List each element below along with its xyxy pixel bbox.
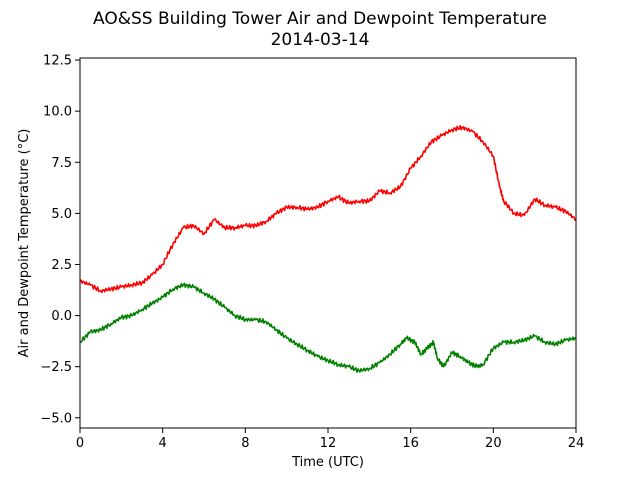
chart-subtitle: 2014-03-14 — [271, 30, 370, 50]
x-tick-label: 8 — [241, 436, 249, 451]
x-tick-label: 16 — [402, 436, 419, 451]
y-tick-label: 12.5 — [43, 54, 72, 69]
series-layer — [79, 125, 577, 373]
y-tick-label: −5.0 — [40, 411, 72, 426]
y-tick-label: 7.5 — [51, 156, 72, 171]
y-tick-label: 2.5 — [51, 258, 72, 273]
x-tick-label: 24 — [568, 436, 585, 451]
y-tick-label: 0.0 — [51, 309, 72, 324]
y-tick-label: 5.0 — [51, 207, 72, 222]
series-line-0 — [79, 125, 577, 294]
y-axis-label: Air and Dewpoint Temperature (°C) — [17, 129, 32, 358]
x-tick-label: 12 — [320, 436, 337, 451]
plot-frame — [79, 57, 577, 429]
y-tick-label: −2.5 — [40, 360, 72, 375]
chart-title: AO&SS Building Tower Air and Dewpoint Te… — [93, 9, 547, 29]
series-line-1 — [80, 282, 576, 373]
x-tick-label: 0 — [76, 436, 84, 451]
x-tick-label: 4 — [159, 436, 167, 451]
x-axis: 0 4 8 12 16 20 24 — [76, 428, 584, 451]
y-axis: −5.0 −2.5 0.0 2.5 5.0 7.5 10.0 12.5 — [40, 54, 80, 426]
x-axis-label: Time (UTC) — [291, 455, 364, 470]
x-tick-label: 20 — [485, 436, 502, 451]
y-tick-label: 10.0 — [43, 105, 72, 120]
